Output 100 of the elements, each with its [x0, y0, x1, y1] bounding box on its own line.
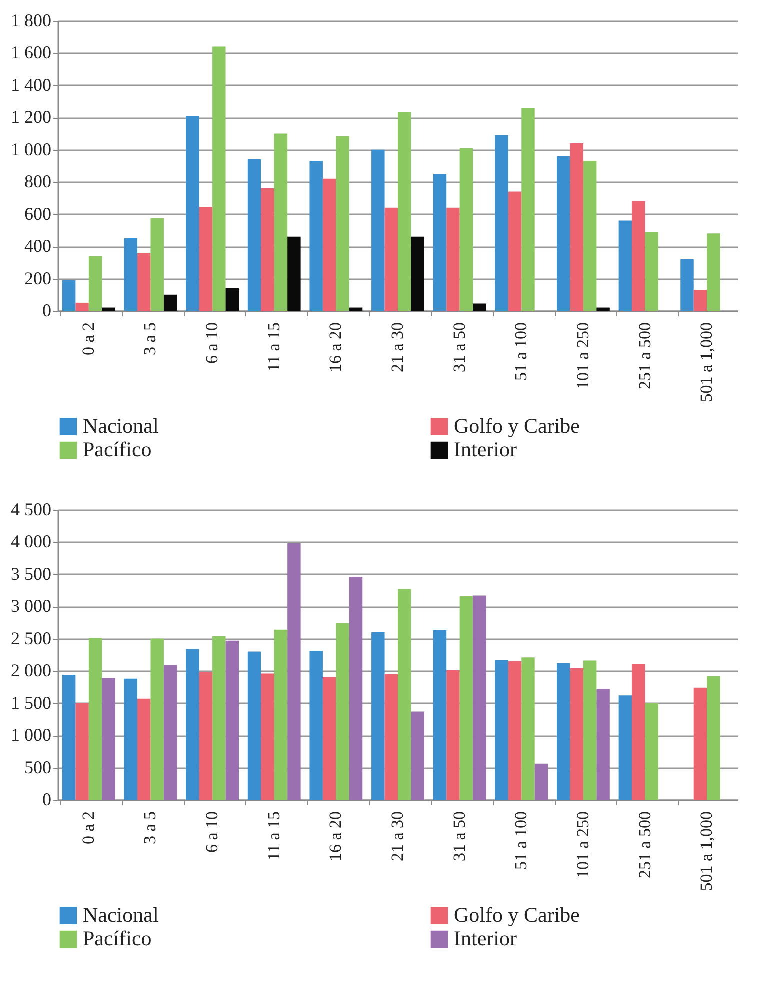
y-tick-label: 1 600 — [11, 42, 52, 63]
y-tick-label: 2 500 — [11, 628, 52, 648]
bar — [411, 236, 424, 311]
y-tick-label: 4 500 — [11, 500, 52, 520]
x-tick-label: 0 a 2 — [78, 322, 98, 356]
bar — [384, 674, 398, 800]
bar — [199, 672, 213, 800]
bar — [384, 208, 398, 311]
bar — [645, 703, 658, 800]
bar — [164, 665, 178, 800]
x-tick-label: 16 a 20 — [326, 322, 346, 373]
bar — [349, 577, 363, 800]
bar — [583, 161, 597, 311]
bar — [596, 308, 610, 311]
x-tick-label: 6 a 10 — [202, 322, 222, 364]
bar — [495, 135, 508, 311]
y-tick-label: 800 — [24, 172, 52, 192]
bar — [62, 674, 76, 800]
bar — [618, 220, 632, 311]
legend-label: Nacional — [83, 414, 159, 438]
x-tick-label: 11 a 15 — [264, 322, 284, 372]
x-tick-label: 0 a 2 — [78, 812, 98, 845]
bar — [398, 589, 412, 800]
bar — [694, 290, 708, 311]
x-tick-label: 3 a 5 — [140, 322, 160, 356]
bar — [336, 623, 350, 800]
bar — [680, 259, 694, 311]
bar — [508, 661, 522, 800]
bar — [212, 46, 226, 311]
bar — [124, 238, 138, 311]
y-tick-label: 0 — [42, 790, 52, 810]
bar — [557, 663, 570, 800]
bar — [226, 640, 239, 800]
bar — [248, 160, 262, 311]
bar — [261, 188, 274, 311]
bar — [632, 664, 646, 800]
bar — [522, 108, 535, 311]
bar — [102, 678, 116, 800]
bar — [372, 632, 385, 800]
bar — [102, 308, 116, 311]
bar — [124, 678, 138, 800]
bar — [446, 670, 460, 800]
bar — [186, 116, 200, 311]
x-tick-label: 21 a 30 — [388, 322, 407, 373]
bar — [596, 689, 610, 800]
bar — [62, 280, 76, 311]
x-tick-label: 11 a 15 — [264, 812, 284, 861]
x-tick-label: 101 a 250 — [573, 812, 592, 879]
bar — [534, 764, 548, 800]
bar — [288, 544, 301, 800]
x-tick-label: 501 a 1,000 — [697, 812, 716, 892]
bar — [138, 698, 151, 800]
bar — [150, 638, 164, 800]
y-tick-label: 3 000 — [11, 596, 52, 616]
y-tick-label: 1 200 — [11, 107, 52, 128]
bar — [76, 302, 89, 311]
y-tick-label: 1 400 — [11, 74, 52, 95]
bar — [707, 234, 720, 311]
bar — [557, 156, 570, 311]
y-tick-label: 1 000 — [11, 139, 52, 160]
x-tick-label: 51 a 100 — [512, 322, 531, 382]
bar — [372, 150, 385, 311]
bar — [446, 208, 460, 311]
legend-label: Pacífico — [83, 438, 152, 462]
bar — [88, 256, 102, 311]
bar — [310, 651, 323, 800]
bar — [212, 636, 226, 800]
y-tick-label: 0 — [42, 300, 52, 320]
bar — [433, 630, 447, 800]
legend-label: Nacional — [83, 902, 159, 927]
x-tick-label: 101 a 250 — [573, 322, 592, 390]
y-tick-label: 500 — [24, 757, 52, 778]
bar — [226, 288, 239, 311]
bar — [310, 161, 323, 311]
bar — [164, 294, 178, 311]
bar — [76, 703, 89, 800]
bar — [322, 678, 336, 800]
x-tick-label: 51 a 100 — [512, 812, 531, 870]
bar — [570, 668, 584, 800]
legend-label: Interior — [454, 438, 517, 462]
bar — [186, 649, 200, 800]
legend-label: Golfo y Caribe — [454, 902, 580, 927]
bar — [460, 596, 474, 800]
bar — [349, 308, 363, 311]
bar — [694, 688, 708, 800]
y-tick-label: 1 800 — [11, 10, 52, 30]
bar — [632, 201, 646, 311]
y-tick-label: 200 — [24, 268, 52, 288]
bar — [248, 652, 262, 800]
bar — [495, 660, 508, 800]
bar — [322, 178, 336, 311]
x-tick-label: 31 a 50 — [450, 322, 469, 373]
bar — [261, 674, 274, 800]
y-tick-label: 3 500 — [11, 564, 52, 584]
bar — [288, 236, 301, 311]
bar — [411, 712, 424, 800]
y-tick-label: 1 500 — [11, 692, 52, 713]
x-tick-label: 3 a 5 — [140, 812, 160, 845]
bar — [274, 134, 288, 311]
x-tick-label: 16 a 20 — [326, 812, 346, 862]
